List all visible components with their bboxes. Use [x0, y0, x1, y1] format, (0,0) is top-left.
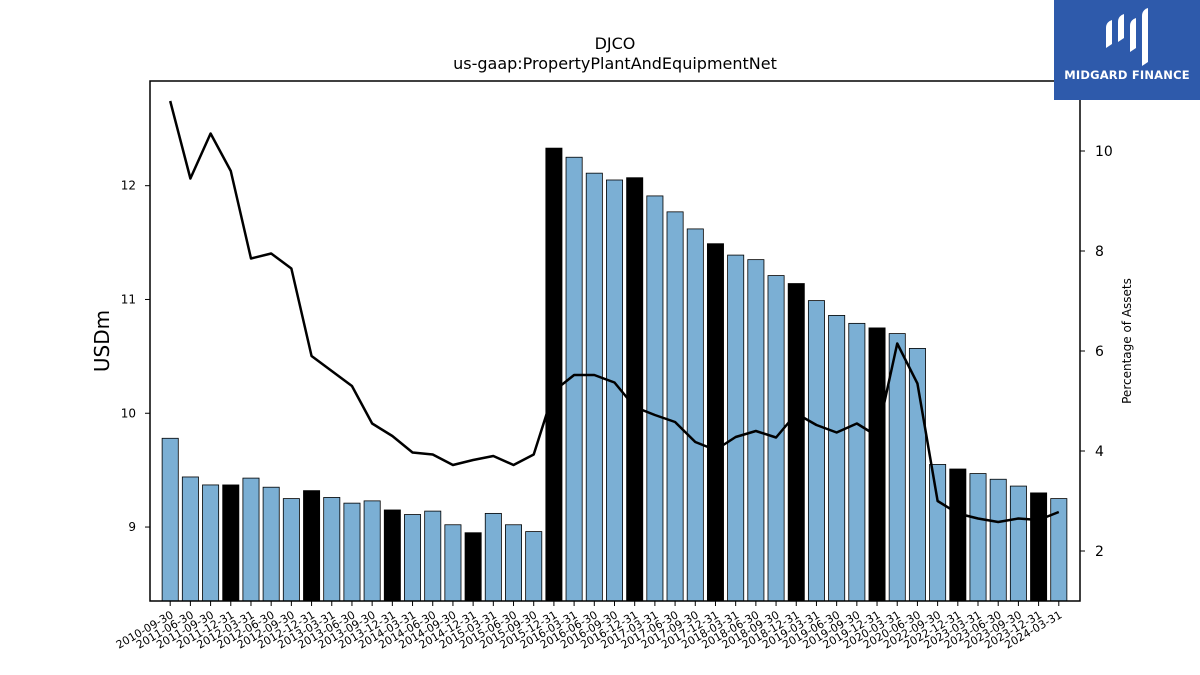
bar-2015-03-31: [484, 512, 502, 602]
bar-2019-12-31: [868, 327, 886, 602]
y-axis-label: USDm: [90, 310, 114, 372]
bar-2018-03-31: [727, 254, 745, 602]
bar-2017-12-31: [706, 243, 724, 602]
bar-2013-06-30: [343, 502, 361, 602]
left-tick-label: 10: [121, 406, 136, 420]
right-tick-label: 6: [1095, 344, 1104, 360]
chart-title: DJCO: [595, 34, 636, 53]
chart-subtitle: us-gaap:PropertyPlantAndEquipmentNet: [453, 54, 777, 73]
bar-2017-06-30: [666, 211, 684, 602]
left-tick-label: 12: [121, 179, 136, 193]
bar-2014-06-30: [424, 510, 442, 602]
y2-axis-label: Percentage of Assets: [1120, 278, 1134, 404]
bar-2012-09-30: [282, 498, 300, 602]
bar-2015-09-30: [525, 531, 543, 602]
bar-2018-12-31: [787, 283, 805, 602]
plot-frame: [149, 80, 1081, 602]
bar-2015-12-31: [545, 147, 563, 602]
bar-2011-12-31: [222, 484, 240, 602]
bar-2023-06-30: [989, 478, 1007, 602]
right-axis: 2 4 6 8 10: [1080, 144, 1113, 560]
bar-2012-03-31: [242, 477, 260, 602]
right-tick-label: 8: [1095, 244, 1104, 260]
bar-2019-06-30: [828, 314, 846, 602]
brand-name: MIDGARD FINANCE: [1064, 68, 1190, 82]
left-tick-label: 9: [128, 520, 136, 534]
bar-2017-09-30: [686, 228, 704, 602]
line-layer: [168, 100, 1060, 524]
bar-2014-03-31: [404, 514, 422, 602]
x-axis: 2010-09-302011-06-302011-09-302011-12-31…: [114, 601, 1064, 652]
right-tick-label: 4: [1095, 444, 1104, 460]
right-tick-label: 10: [1095, 144, 1113, 160]
bar-2011-09-30: [202, 484, 220, 602]
bar-2013-12-31: [383, 509, 401, 602]
bar-2011-06-30: [181, 476, 199, 602]
bar-2013-03-31: [323, 497, 341, 602]
bar-2014-09-30: [444, 524, 462, 602]
bars-group: [161, 147, 1068, 602]
bar-2017-03-31: [646, 195, 664, 602]
bar-2015-06-30: [505, 524, 523, 602]
midgard-logo-icon: [1106, 8, 1148, 66]
bar-2023-09-30: [1009, 485, 1027, 602]
left-tick-label: 11: [121, 292, 136, 306]
bar-2022-09-30: [929, 464, 947, 602]
right-tick-label: 2: [1095, 544, 1104, 560]
brand-logo: MIDGARD FINANCE: [1054, 0, 1200, 100]
percentage-of-assets-line: [168, 100, 1060, 524]
left-axis: 9 10 11 12: [121, 179, 150, 534]
bar-2023-12-31: [1030, 492, 1048, 602]
bar-2012-12-31: [303, 490, 321, 602]
bar-2022-12-31: [949, 468, 967, 602]
bar-2016-12-31: [626, 177, 644, 602]
bar-2014-12-31: [464, 532, 482, 602]
bar-2012-06-30: [262, 486, 280, 602]
bar-2013-09-30: [363, 500, 381, 602]
bar-2019-03-31: [807, 300, 825, 602]
bar-2010-09-30: [161, 437, 179, 602]
bar-2019-09-30: [848, 322, 866, 602]
bar-2023-03-31: [969, 473, 987, 602]
bar-2016-06-30: [585, 172, 603, 602]
